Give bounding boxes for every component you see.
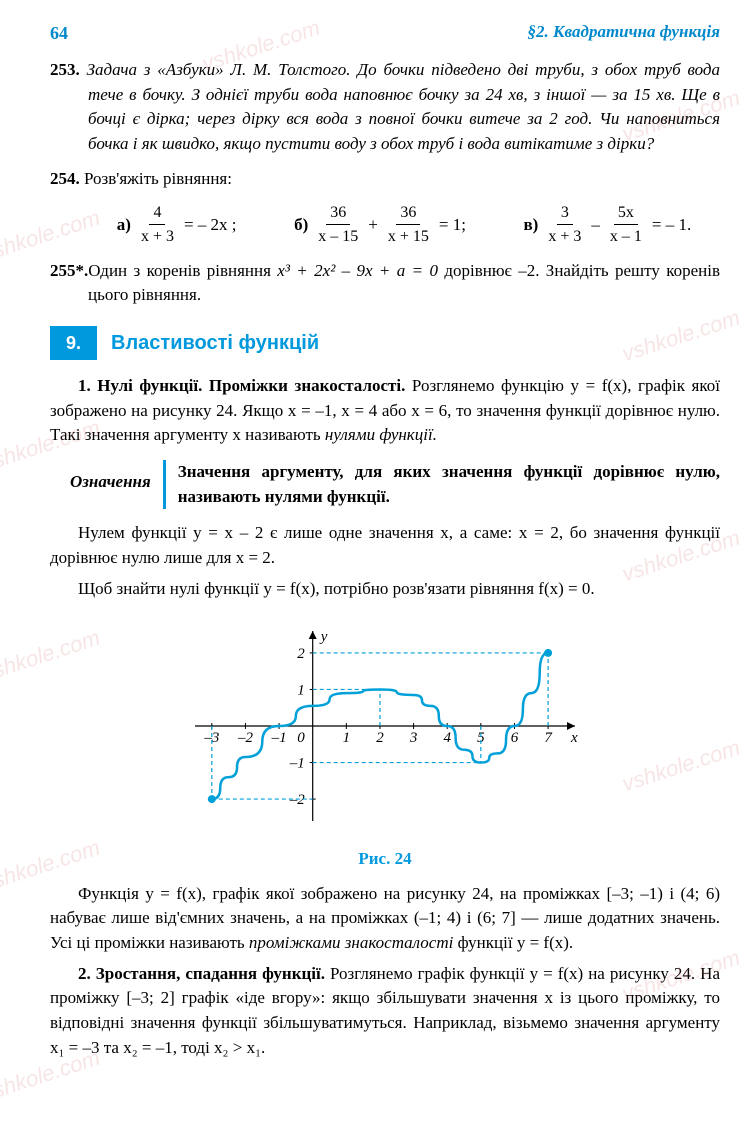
numerator: 36 xyxy=(326,201,350,225)
paragraph-2: Нулем функції y = x – 2 є лише одне знач… xyxy=(50,521,720,570)
eq-label: а) xyxy=(117,213,131,238)
eq-label: в) xyxy=(523,213,538,238)
paragraph-4: Функція y = f(x), графік якої зображено … xyxy=(50,882,720,956)
problem-number: 253. xyxy=(50,60,80,79)
svg-text:–1: –1 xyxy=(289,756,305,772)
problem-253: 253. Задача з «Азбуки» Л. М. Толстого. Д… xyxy=(50,58,720,157)
problem-254: 254. Розв'яжіть рівняння: xyxy=(50,167,720,192)
section-9-header: 9. Властивості функцій xyxy=(50,326,720,360)
definition-bar xyxy=(163,460,166,509)
body-text: функції y = f(x). xyxy=(453,933,573,952)
denominator: x – 1 xyxy=(606,225,646,248)
svg-text:0: 0 xyxy=(297,730,305,746)
eq-op: – xyxy=(591,213,600,238)
svg-text:2: 2 xyxy=(297,646,305,662)
figure-caption: Рис. 24 xyxy=(50,847,720,872)
problem-text: Один з коренів рівняння x³ + 2x² – 9x + … xyxy=(88,261,720,305)
section-number-box: 9. xyxy=(50,326,97,360)
page-number: 64 xyxy=(50,20,68,46)
term: нулями функції. xyxy=(325,425,437,444)
denominator: x + 15 xyxy=(384,225,433,248)
svg-text:–1: –1 xyxy=(271,730,287,746)
problem-255: 255*.Один з коренів рівняння x³ + 2x² – … xyxy=(50,259,720,308)
numerator: 4 xyxy=(149,201,165,225)
svg-text:6: 6 xyxy=(511,730,519,746)
svg-text:7: 7 xyxy=(544,730,553,746)
function-graph: –3–2–11234567–2–1120xy xyxy=(175,611,595,841)
chapter-title: §2. Квадратична функція xyxy=(528,20,721,46)
definition-block: Означення Значення аргументу, для яких з… xyxy=(70,460,720,509)
subhead: 2. Зростання, спадання функції. xyxy=(78,964,325,983)
denominator: x – 15 xyxy=(314,225,362,248)
figure-24: –3–2–11234567–2–1120xy Рис. 24 xyxy=(50,611,720,872)
definition-text: Значення аргументу, для яких значення фу… xyxy=(178,460,720,509)
problem-number: 254. xyxy=(50,169,80,188)
svg-text:2: 2 xyxy=(376,730,384,746)
eq-label: б) xyxy=(294,213,308,238)
svg-text:4: 4 xyxy=(443,730,451,746)
equation: x³ + 2x² – 9x + a = 0 xyxy=(277,261,438,280)
text-pre: Один з коренів рівняння xyxy=(88,261,277,280)
definition-label: Означення xyxy=(70,460,151,495)
svg-text:–2: –2 xyxy=(289,792,306,808)
section-title: Властивості функцій xyxy=(111,329,319,358)
numerator: 36 xyxy=(396,201,420,225)
paragraph-3: Щоб знайти нулі функції y = f(x), потріб… xyxy=(50,577,720,602)
svg-text:x: x xyxy=(570,730,578,746)
problem-number: 255*. xyxy=(50,261,88,280)
denominator: x + 3 xyxy=(137,225,178,248)
paragraph-5: 2. Зростання, спадання функції. Розгляне… xyxy=(50,962,720,1061)
equation-c: в) 3x + 3 – 5xx – 1 = – 1. xyxy=(523,201,691,248)
page-header: 64 §2. Квадратична функція xyxy=(50,20,720,46)
eq-rhs: = – 2x ; xyxy=(184,213,237,238)
problem-text: Задача з «Азбуки» Л. М. Толстого. До боч… xyxy=(87,60,720,153)
eq-op: + xyxy=(368,213,378,238)
eq-rhs: = – 1. xyxy=(652,213,691,238)
svg-text:1: 1 xyxy=(297,683,305,699)
equation-b: б) 36x – 15 + 36x + 15 = 1; xyxy=(294,201,466,248)
eq-rhs: = 1; xyxy=(439,213,466,238)
numerator: 3 xyxy=(557,201,573,225)
subhead: 1. Нулі функції. Проміжки знакосталості. xyxy=(78,376,405,395)
numerator: 5x xyxy=(614,201,638,225)
problem-text: Розв'яжіть рівняння: xyxy=(84,169,232,188)
equation-a: а) 4x + 3 = – 2x ; xyxy=(117,201,237,248)
denominator: x + 3 xyxy=(544,225,585,248)
svg-text:–2: –2 xyxy=(237,730,254,746)
svg-text:y: y xyxy=(319,629,328,645)
svg-text:1: 1 xyxy=(343,730,351,746)
paragraph-1: 1. Нулі функції. Проміжки знакосталості.… xyxy=(50,374,720,448)
term: проміжками знакосталості xyxy=(249,933,453,952)
equation-row: а) 4x + 3 = – 2x ; б) 36x – 15 + 36x + 1… xyxy=(88,201,720,248)
svg-text:3: 3 xyxy=(409,730,418,746)
